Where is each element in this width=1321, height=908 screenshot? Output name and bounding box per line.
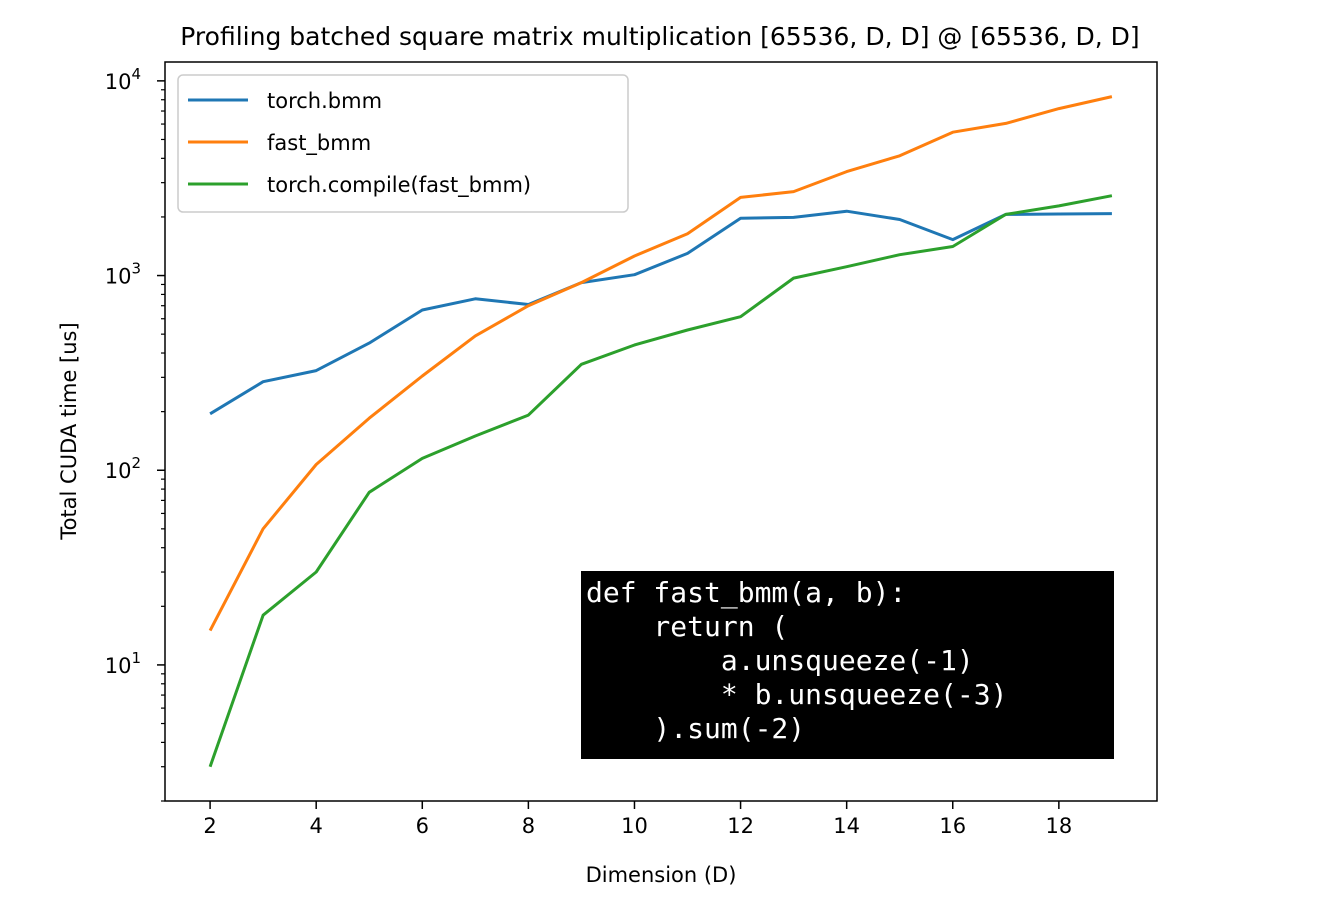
x-tick-label: 18 bbox=[1045, 814, 1072, 838]
code-line: def fast_bmm(a, b): bbox=[586, 576, 906, 610]
x-tick-label: 14 bbox=[833, 814, 860, 838]
code-line: a.unsqueeze(-1) bbox=[586, 644, 974, 677]
y-tick-label: 101 bbox=[105, 649, 141, 678]
y-tick-label: 103 bbox=[105, 260, 141, 289]
x-tick-label: 2 bbox=[203, 814, 216, 838]
y-minor-ticks bbox=[161, 89, 165, 802]
x-tick-label: 16 bbox=[939, 814, 966, 838]
y-tick-label: 102 bbox=[105, 454, 141, 483]
series-layer bbox=[208, 95, 1113, 768]
x-tick-label: 12 bbox=[727, 814, 754, 838]
x-tick-label: 4 bbox=[309, 814, 322, 838]
legend-frame bbox=[177, 74, 629, 213]
code-annotation: def fast_bmm(a, b): return ( a.unsqueeze… bbox=[581, 571, 1114, 759]
x-tick-label: 6 bbox=[416, 814, 429, 838]
y-axis-ticks: 101 102 103 104 bbox=[105, 65, 165, 678]
x-axis-label: Dimension (D) bbox=[586, 863, 737, 887]
x-tick-label: 8 bbox=[522, 814, 535, 838]
legend: torch.bmm fast_bmm torch.compile(fast_bm… bbox=[177, 74, 629, 213]
y-axis-label: Total CUDA time [us] bbox=[57, 322, 81, 540]
chart-title: Profiling batched square matrix multipli… bbox=[180, 22, 1139, 51]
x-tick-label: 10 bbox=[621, 814, 648, 838]
series-line-2 bbox=[208, 194, 1113, 768]
series-line-1 bbox=[208, 95, 1113, 632]
legend-label-torch-compile: torch.compile(fast_bmm) bbox=[267, 173, 531, 198]
code-line: ).sum(-2) bbox=[586, 712, 805, 745]
y-tick-label: 104 bbox=[105, 65, 141, 94]
code-annotation-background bbox=[581, 571, 1114, 759]
x-axis-ticks: 2 4 6 8 10 12 14 16 18 bbox=[203, 801, 1072, 838]
legend-label-torch-bmm: torch.bmm bbox=[267, 89, 382, 113]
series-line-0 bbox=[209, 209, 1112, 416]
code-line: * b.unsqueeze(-3) bbox=[586, 678, 1007, 711]
code-line: return ( bbox=[586, 610, 788, 643]
plot-area bbox=[164, 61, 1158, 802]
legend-label-fast-bmm: fast_bmm bbox=[267, 131, 371, 156]
